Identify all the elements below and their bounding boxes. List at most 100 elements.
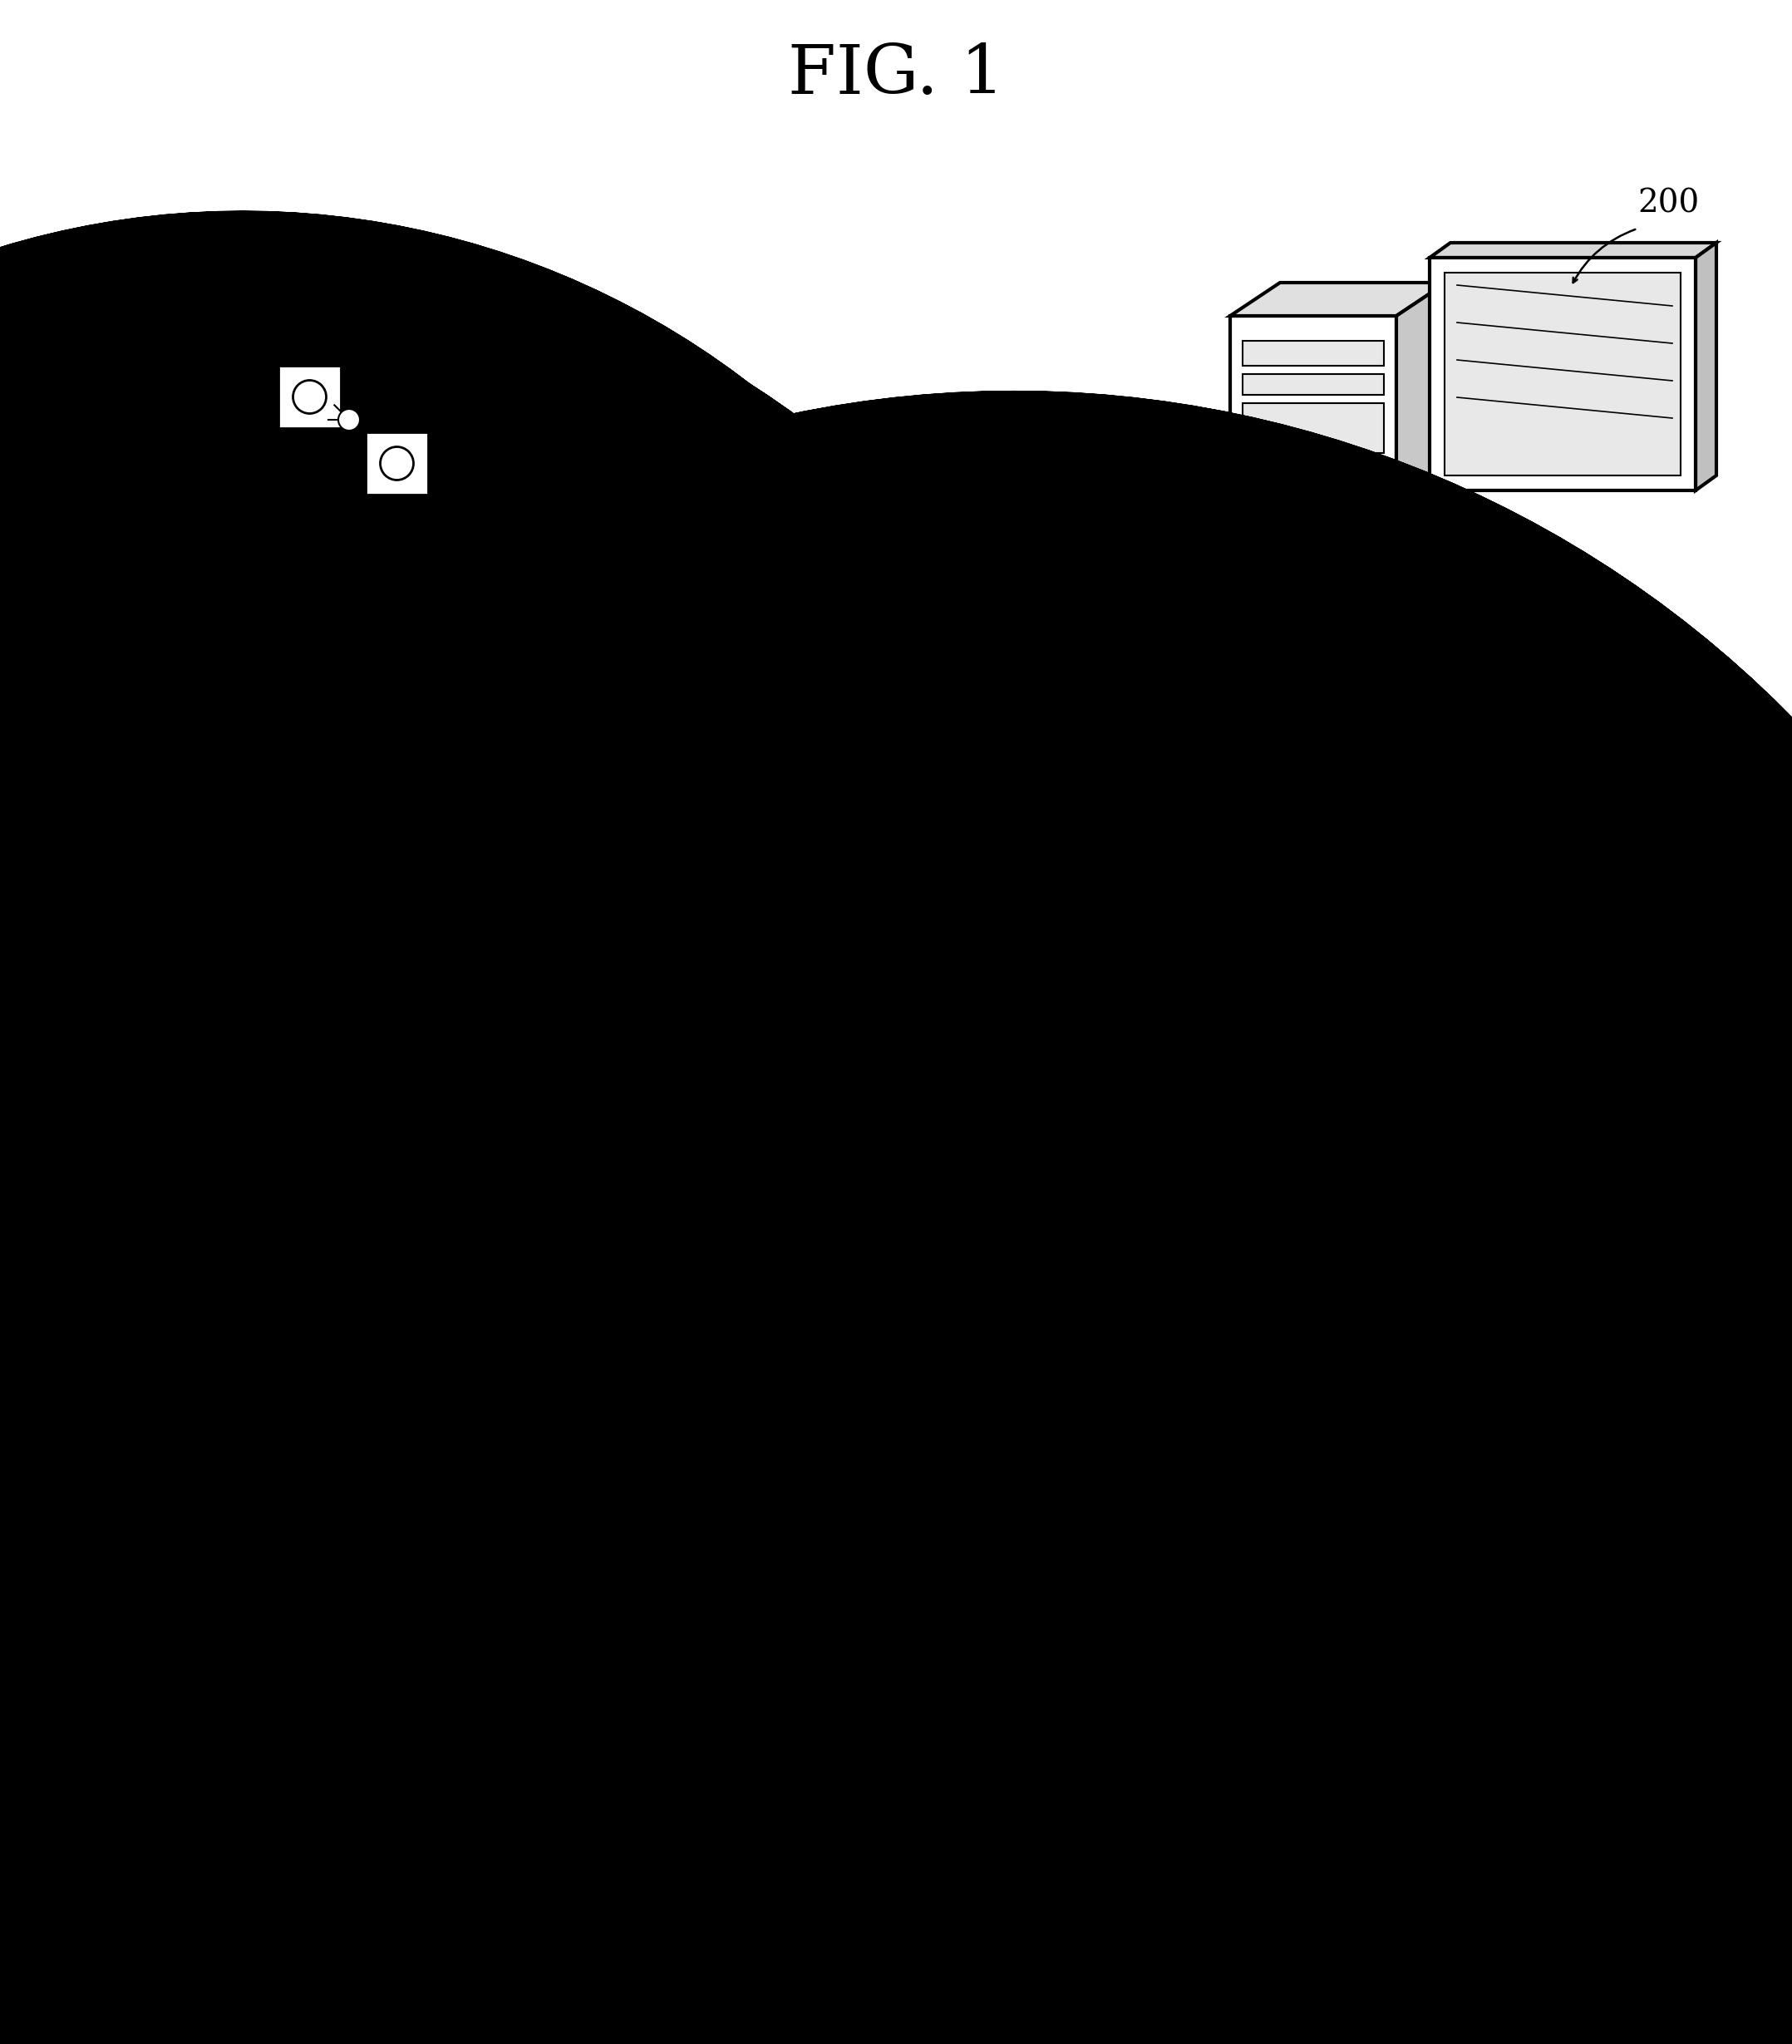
Text: POWER
SUPPLY: POWER SUPPLY [190,1760,296,1815]
Polygon shape [1254,619,1541,640]
Bar [806,1081,998,1222]
Text: FIG. 2: FIG. 2 [788,881,1004,948]
Bar [1292,628,1305,632]
Bar [278,366,340,427]
Text: PPG
SENSOR: PPG SENSOR [185,1226,301,1284]
Text: 130: 130 [43,1241,100,1269]
Bar [1362,628,1374,632]
Bar [1382,634,1394,638]
Text: SIGNAL
ACQUIRING
UNIT: SIGNAL ACQUIRING UNIT [934,1394,1095,1478]
Text: 200: 200 [1638,188,1699,219]
Bar [1469,634,1482,638]
Polygon shape [233,333,482,523]
Bar [1358,621,1371,625]
Text: 100: 100 [161,961,224,991]
Bar [1242,491,1383,511]
Bar [1288,621,1301,625]
Polygon shape [1229,282,1446,317]
Bar [486,1322,677,1613]
Text: SENSOR LOW
POWER DRIVER: SENSOR LOW POWER DRIVER [136,1069,351,1124]
Bar [120,1198,366,1314]
Text: POWER
MANAGER: POWER MANAGER [830,1124,973,1179]
Bar [1306,621,1319,625]
Bar [1344,628,1357,632]
Polygon shape [274,523,441,548]
Text: NOISE
REMOVING
UNIT: NOISE REMOVING UNIT [937,1600,1091,1686]
Bar [120,1513,366,1629]
Text: 116: 116 [857,1032,914,1061]
Bar [1396,628,1409,632]
Bar [1444,272,1681,476]
Bar [1430,258,1695,491]
Polygon shape [1695,243,1717,491]
Bar [1242,374,1383,394]
Bar [1421,1380,1663,1553]
Text: ACCELERATION
SENSOR: ACCELERATION SENSOR [134,1543,351,1598]
Bar [1462,621,1475,625]
Bar [1312,634,1324,638]
Bar [366,431,428,495]
Text: 114: 114 [529,1273,586,1302]
Bar [1366,634,1378,638]
Text: 160: 160 [1512,1329,1570,1357]
Bar [1296,634,1308,638]
Bar [1484,628,1496,632]
Bar [504,1081,677,1222]
Text: 112: 112 [1242,1421,1299,1449]
Text: 150: 150 [43,1558,100,1586]
Bar [1326,628,1339,632]
Text: SIGNAL
PRE-PROCESSOR: SIGNAL PRE-PROCESSOR [898,1286,1131,1341]
Bar [1446,621,1459,625]
Bar [1254,640,1512,652]
Polygon shape [274,509,461,523]
Text: 100b: 100b [491,280,573,311]
Bar [1448,628,1460,632]
Text: 115: 115 [529,1032,586,1061]
Bar [1452,634,1464,638]
Bar [1432,628,1444,632]
Bar [1400,634,1412,638]
Bar [831,1363,1197,1508]
Polygon shape [1430,243,1717,258]
Polygon shape [1396,282,1446,632]
Circle shape [339,409,360,431]
Text: 111: 111 [1242,1300,1299,1327]
Bar [1435,634,1448,638]
Bar [1229,317,1396,632]
Bar [1378,628,1391,632]
Text: PWM: PWM [556,1139,625,1165]
Bar [831,1572,1197,1717]
Bar [1348,634,1360,638]
Circle shape [380,448,414,480]
Polygon shape [482,294,539,523]
Text: SIGNAL
AMPLIFIER: SIGNAL AMPLIFIER [167,1386,319,1441]
Text: 170: 170 [43,1772,100,1801]
Bar [1428,621,1441,625]
Bar [441,1022,1346,1821]
Bar [1392,621,1405,625]
Bar [1310,628,1321,632]
Bar [120,1355,366,1472]
Text: COMMUNICATION
UNIT: COMMUNICATION UNIT [1416,1439,1668,1494]
Bar [1410,621,1423,625]
Bar [120,1038,366,1155]
Text: 140: 140 [43,1398,100,1427]
Text: 113: 113 [1242,1629,1299,1658]
Text: 100: 100 [129,288,190,319]
Text: 120: 120 [43,1083,100,1112]
Bar [1487,634,1500,638]
Bar [1242,403,1383,454]
Text: 110: 110 [1364,1051,1421,1077]
Text: FIG. 1: FIG. 1 [788,41,1004,108]
Bar [1322,621,1335,625]
Bar [1466,628,1478,632]
Bar [1480,621,1493,625]
Circle shape [292,380,326,413]
Bar [797,1271,1229,1786]
Text: 100a: 100a [308,243,389,274]
Bar [120,1729,366,1846]
Ellipse shape [1545,607,1581,664]
Bar [1417,634,1430,638]
Bar [1242,462,1383,482]
Text: A/D
CONVERTER: A/D CONVERTER [496,1439,668,1494]
